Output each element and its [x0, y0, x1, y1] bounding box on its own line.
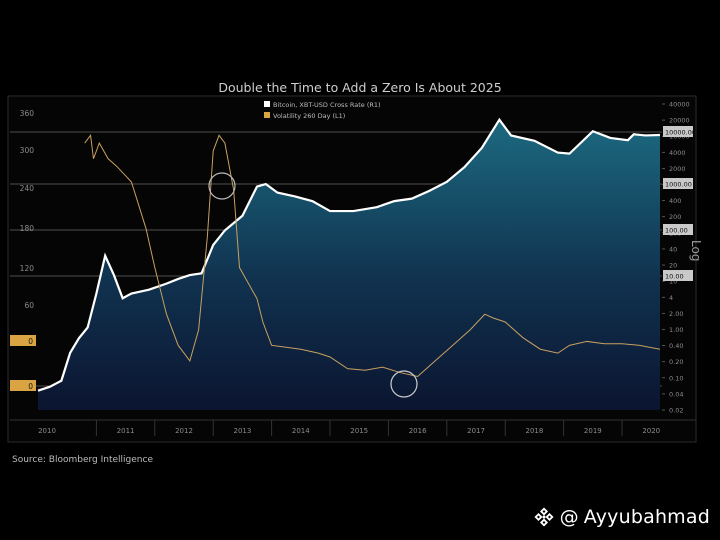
right-tick-label: 4 [669, 294, 673, 302]
x-tick-label: 2018 [526, 427, 544, 435]
source-note: Source: Bloomberg Intelligence [12, 455, 153, 465]
x-tick-label: 2020 [642, 427, 660, 435]
series-lines [37, 117, 661, 392]
annotation-circle-2016 [390, 370, 418, 398]
x-tick-label: 2015 [350, 427, 368, 435]
x-tick-label: 2013 [233, 427, 251, 435]
annotation-circle-2013 [208, 172, 236, 200]
right-tick-label: 200 [669, 213, 681, 221]
right-tick-label: 1.00 [669, 326, 683, 334]
right-tick-label: 40000 [669, 101, 690, 109]
left-tick-label: 60 [24, 301, 34, 310]
volatility-line [84, 134, 661, 377]
right-axis: 4000020000100004000200010004002001004020… [662, 101, 696, 415]
legend: Bitcoin, XBT-USD Cross Rate (R1) Volatili… [264, 101, 381, 120]
right-highlight-badge [663, 224, 693, 235]
right-tick-label: 0.10 [669, 374, 683, 382]
x-tick-label: 2014 [292, 427, 310, 435]
binance-logo-icon [534, 507, 554, 527]
watermark-handle: Ayyubahmad [583, 506, 710, 528]
right-tick-label: 40 [669, 245, 677, 253]
right-highlight-label: 10000.00 [665, 129, 696, 137]
right-highlight-label: 1000.00 [665, 181, 692, 189]
left-tick-label: 300 [20, 146, 35, 155]
bitcoin-area-fill [38, 119, 660, 410]
right-tick-label: 20000 [669, 117, 690, 125]
x-tick-label: 2010 [38, 427, 56, 435]
bitcoin-line [37, 117, 661, 392]
chart-title: Double the Time to Add a Zero Is About 2… [218, 80, 501, 95]
legend-label: Bitcoin, XBT-USD Cross Rate (R1) [273, 101, 381, 109]
right-tick-label: 20 [669, 262, 677, 270]
left-highlight-label: 0 [28, 337, 33, 346]
left-tick-label: 240 [20, 184, 35, 193]
x-tick-label: 2019 [584, 427, 602, 435]
legend-swatch [264, 112, 270, 118]
left-tick-label: 180 [20, 224, 35, 233]
left-highlight-label: 0 [28, 382, 33, 391]
legend-label: Volatility 260 Day (L1) [273, 112, 345, 120]
right-highlight-badge [663, 270, 693, 281]
legend-swatch [264, 101, 270, 107]
left-highlight-badge [10, 335, 36, 346]
x-axis: 2010 2011 2012 2013 2014 2015 2016 2017 2018 2019… [10, 419, 696, 436]
watermark: @ Ayyubahmad [533, 506, 710, 528]
x-tick-label: 2017 [467, 427, 485, 435]
right-tick-label: 0.04 [669, 390, 683, 398]
right-tick-label: 0.40 [669, 342, 683, 350]
x-tick-label: 2011 [117, 427, 135, 435]
left-highlight-badge [10, 380, 36, 391]
right-tick-label: 4000 [669, 149, 686, 157]
right-tick-label: 0.02 [669, 407, 683, 415]
right-tick-label: 2.00 [669, 310, 683, 318]
right-tick-label: 10 [669, 278, 677, 286]
right-tick-label: 0.20 [669, 358, 683, 366]
right-highlight-badge [663, 178, 693, 189]
bitcoin-area [38, 119, 660, 410]
right-axis-title: Log [689, 240, 703, 261]
right-highlight-label: 10.00 [665, 273, 684, 281]
left-tick-label: 120 [20, 264, 35, 273]
x-tick-label: 2012 [175, 427, 193, 435]
right-highlight-label: 100.00 [665, 227, 688, 235]
watermark-at: @ [559, 506, 579, 528]
left-axis: 360 300 240 180 120 60 0 0 [10, 109, 36, 391]
left-tick-label: 360 [20, 109, 35, 118]
right-tick-label: 400 [669, 197, 681, 205]
right-highlight-badge [663, 126, 693, 137]
x-tick-label: 2016 [409, 427, 427, 435]
right-tick-label: 2000 [669, 165, 686, 173]
